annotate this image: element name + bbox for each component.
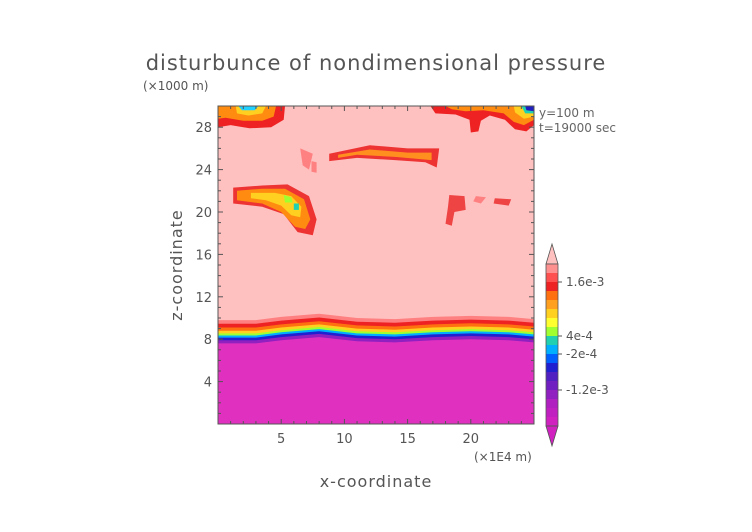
y-tick-label: 24 [195,164,212,179]
x-axis-unit: (×1E4 m) [474,450,532,464]
colorbar-swatch [546,417,558,427]
colorbar-swatch [546,273,558,283]
colorbar-swatch [546,282,558,292]
colorbar-swatch [546,354,558,364]
y-tick-label: 28 [195,121,212,136]
x-tick-label: 15 [399,432,416,447]
x-tick-label: 20 [463,432,480,447]
colorbar-swatch [546,327,558,337]
contour-feature-9 [300,148,313,170]
y-axis-unit: (×1000 m) [143,79,208,93]
colorbar-swatch [546,372,558,382]
colorbar-swatch [546,309,558,319]
colorbar-swatch [546,345,558,355]
colorbar: 1.6e-3 4e-4 -2e-4 -1.2e-3 [545,242,609,448]
colorbar-label: -1.2e-3 [566,383,609,397]
colorbar-swatch [546,408,558,418]
contour-feature-6 [338,149,432,161]
contour-feature-17 [445,106,534,126]
colorbar-swatch [546,318,558,328]
base-layer [218,337,534,424]
colorbar-swatch [546,390,558,400]
y-tick-label: 4 [204,376,212,391]
colorbar-swatch [546,399,558,409]
colorbar-swatch [546,264,558,274]
colorbar-swatch [546,381,558,391]
contour-feature-5 [329,145,440,168]
colorbar-swatch [546,291,558,301]
colorbar-label: -2e-4 [566,347,597,361]
contour-feature-3 [283,195,293,203]
y-tick-label: 8 [204,333,212,348]
y-tick-label: 12 [195,291,212,306]
contour-feature-10 [311,161,317,173]
contour-feature-11 [473,196,486,204]
contour-feature-7 [445,195,466,226]
colorbar-swatch [546,363,558,373]
axis-ticks: 5 10 15 20 4 8 12 16 20 24 28 [195,106,534,447]
annotation-time: t=19000 sec [539,121,616,135]
colorbar-frame [545,263,559,427]
colorbar-over-arrow [545,242,559,265]
contour-feature-4 [293,203,299,210]
x-axis-label: x-coordinate [320,472,433,491]
colorbar-swatch [546,336,558,346]
annotation-y-position: y=100 m [539,106,595,120]
colorbar-under-arrow [545,425,559,448]
y-axis-label: z-coordinate [167,209,186,321]
contour-feature-8 [493,198,512,206]
y-tick-label: 20 [195,206,212,221]
plot-area [218,106,534,424]
colorbar-label: 4e-4 [566,329,593,343]
colorbar-label: 1.6e-3 [566,275,604,289]
colorbar-swatch [546,300,558,310]
x-tick-label: 5 [277,432,285,447]
contour-feature-20 [525,106,534,112]
chart-title: disturbunce of nondimensional pressure [146,51,607,75]
y-tick-label: 16 [195,248,212,263]
x-tick-label: 10 [336,432,353,447]
